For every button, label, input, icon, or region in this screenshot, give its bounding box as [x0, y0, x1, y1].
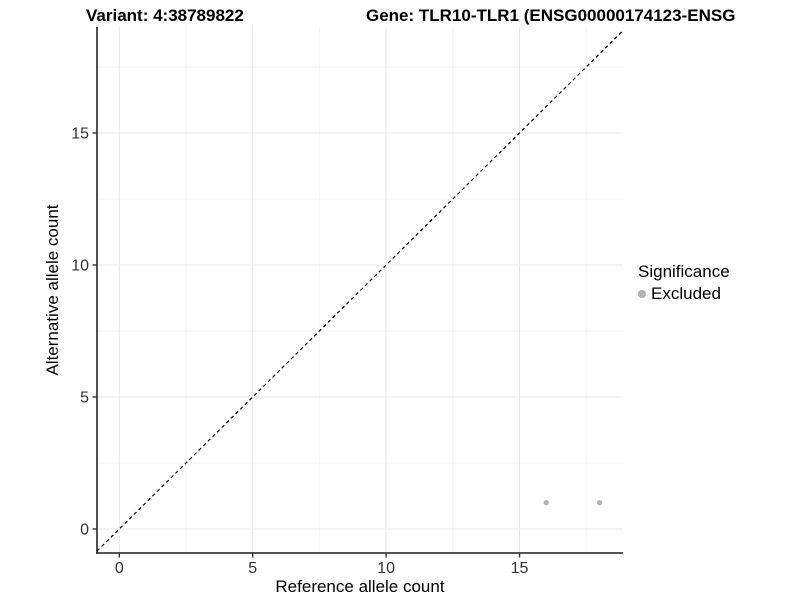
legend-title: Significance: [638, 262, 730, 281]
y-tick-label: 0: [80, 522, 89, 539]
y-tick-label: 10: [71, 258, 89, 275]
y-tick-label: 15: [71, 126, 89, 143]
legend-item-excluded: Excluded: [638, 283, 730, 305]
data-point: [596, 500, 603, 506]
x-tick-label: 5: [248, 560, 257, 577]
x-tick-label: 10: [377, 560, 395, 577]
plot-title-gene: Gene: TLR10-TLR1 (ENSG00000174123-ENSG: [366, 6, 736, 25]
x-tick-label: 0: [115, 560, 124, 577]
plot-title-variant: Variant: 4:38789822: [86, 6, 244, 25]
legend-point-icon: [638, 290, 646, 298]
data-point: [543, 500, 549, 506]
legend-item-label: Excluded: [651, 284, 721, 303]
x-tick-label: 15: [511, 560, 529, 577]
identity-dashed-line: [96, 30, 624, 552]
y-tick-label: 5: [80, 390, 89, 407]
legend: Significance Excluded: [638, 261, 730, 305]
x-axis-title: Reference allele count: [275, 577, 445, 596]
